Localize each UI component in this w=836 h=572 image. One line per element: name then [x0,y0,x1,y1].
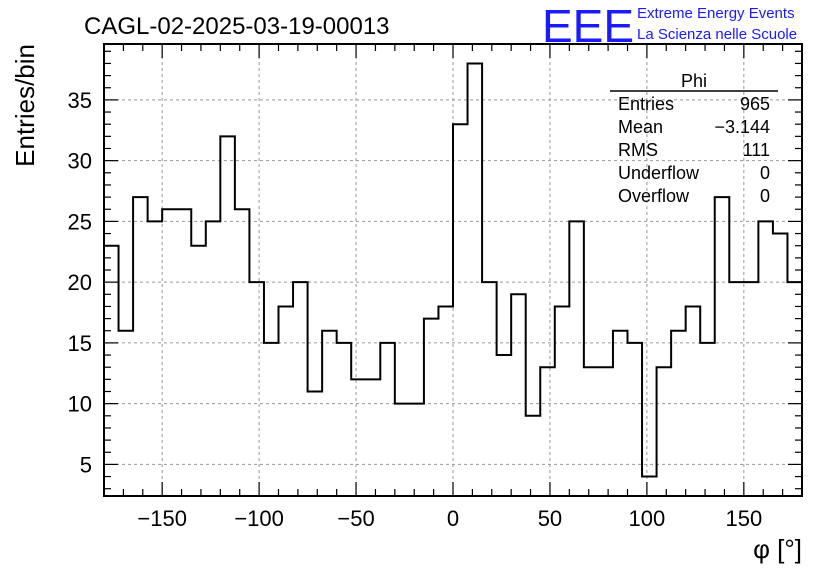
x-tick-label: 150 [725,506,762,531]
x-tick-label: −150 [137,506,187,531]
brand-line2: La Scienza nelle Scuole [637,26,797,43]
eee-logo: EEE Extreme Energy Events La Scienza nel… [542,0,797,52]
stats-value: 111 [743,140,770,160]
x-tick-label: −50 [337,506,374,531]
x-tick-label: 100 [629,506,666,531]
y-tick-label: 30 [68,149,92,174]
x-tick-label: 50 [538,506,562,531]
stats-label: Entries [618,94,674,114]
x-tick-label: −100 [234,506,284,531]
y-tick-label: 25 [68,209,92,234]
tick-labels: −150 −100 −50 0 50 100 150 5 10 15 20 25 30 35 [68,88,763,531]
y-tick-label: 20 [68,270,92,295]
stats-value: −3.144 [714,117,770,137]
stats-box: Phi Entries 965 Mean −3.144 RMS 111 Underflow 0… [610,71,778,206]
y-tick-label: 15 [68,331,92,356]
y-tick-label: 35 [68,88,92,113]
stats-label: Mean [618,117,663,137]
stats-value: 0 [760,163,770,183]
histogram-series [103,62,803,496]
y-tick-label: 10 [68,392,92,417]
x-tick-label: 0 [447,506,459,531]
y-axis-label: Entries/bin [10,44,40,167]
stats-label: RMS [618,140,658,160]
stats-value: 0 [760,186,770,206]
stats-title: Phi [681,71,707,91]
stats-value: 965 [740,94,770,114]
plot-frame [103,43,803,497]
y-tick-label: 5 [80,452,92,477]
x-axis-label: φ [°] [753,534,802,564]
stats-label: Overflow [618,186,690,206]
brand-line1: Extreme Energy Events [637,5,795,22]
stats-label: Underflow [618,163,700,183]
chart-title: CAGL-02-2025-03-19-00013 [84,13,390,40]
